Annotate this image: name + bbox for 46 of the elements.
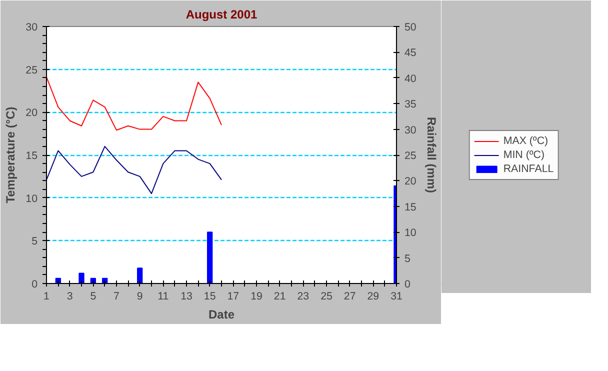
y-tick-label: 10 bbox=[26, 192, 38, 205]
chart-title: August 2001 bbox=[186, 8, 258, 22]
x-tick-label: 5 bbox=[90, 290, 96, 302]
x-tick-label: 15 bbox=[204, 290, 216, 302]
y2-tick-label: 45 bbox=[404, 47, 416, 60]
x-tick-label: 29 bbox=[367, 290, 380, 302]
x-tick-label: 13 bbox=[180, 290, 192, 302]
y2-axis-title: Rainfall (mm) bbox=[424, 116, 438, 194]
x-tick-label: 31 bbox=[390, 290, 402, 302]
bar bbox=[78, 272, 84, 284]
y2-tick-label: 35 bbox=[404, 98, 416, 111]
x-tick-label: 21 bbox=[274, 290, 286, 302]
x-tick-label: 27 bbox=[344, 290, 356, 302]
y-axis-title: Temperature (°C) bbox=[4, 106, 18, 204]
x-tick-label: 17 bbox=[227, 290, 240, 302]
legend-label: MAX (ºC) bbox=[503, 134, 548, 146]
bar bbox=[207, 232, 213, 284]
x-tick-label: 1 bbox=[44, 290, 50, 302]
line-series bbox=[46, 146, 222, 194]
x-tick-label: 23 bbox=[297, 290, 310, 302]
x-tick-label: 7 bbox=[114, 290, 120, 302]
y2-tick-label: 40 bbox=[404, 72, 416, 85]
x-tick-label: 3 bbox=[66, 290, 73, 302]
line-series bbox=[46, 76, 222, 131]
legend-label: MIN (ºC) bbox=[503, 148, 545, 160]
y2-tick-label: 25 bbox=[404, 150, 416, 162]
x-axis-title: Date bbox=[208, 308, 235, 322]
x-tick-label: 25 bbox=[320, 290, 332, 302]
y2-tick-label: 5 bbox=[404, 252, 410, 265]
y-tick-label: 5 bbox=[32, 236, 38, 248]
y-tick-label: 0 bbox=[32, 278, 38, 290]
y2-tick-label: 20 bbox=[404, 176, 416, 188]
x-tick-label: 19 bbox=[250, 290, 262, 302]
x-tick-label: 11 bbox=[158, 290, 169, 302]
y2-tick-label: 10 bbox=[404, 227, 416, 240]
x-tick-label: 9 bbox=[136, 290, 143, 302]
y-tick-label: 25 bbox=[26, 64, 38, 76]
y-tick-label: 15 bbox=[26, 150, 38, 162]
y2-tick-label: 50 bbox=[404, 22, 416, 34]
legend-label: RAINFALL bbox=[503, 162, 554, 174]
bar bbox=[137, 268, 143, 284]
y2-tick-label: 0 bbox=[404, 278, 410, 290]
y2-tick-label: 15 bbox=[404, 201, 416, 214]
y-tick-label: 20 bbox=[26, 107, 38, 120]
y2-tick-label: 30 bbox=[404, 124, 416, 136]
y-tick-label: 30 bbox=[26, 22, 38, 34]
